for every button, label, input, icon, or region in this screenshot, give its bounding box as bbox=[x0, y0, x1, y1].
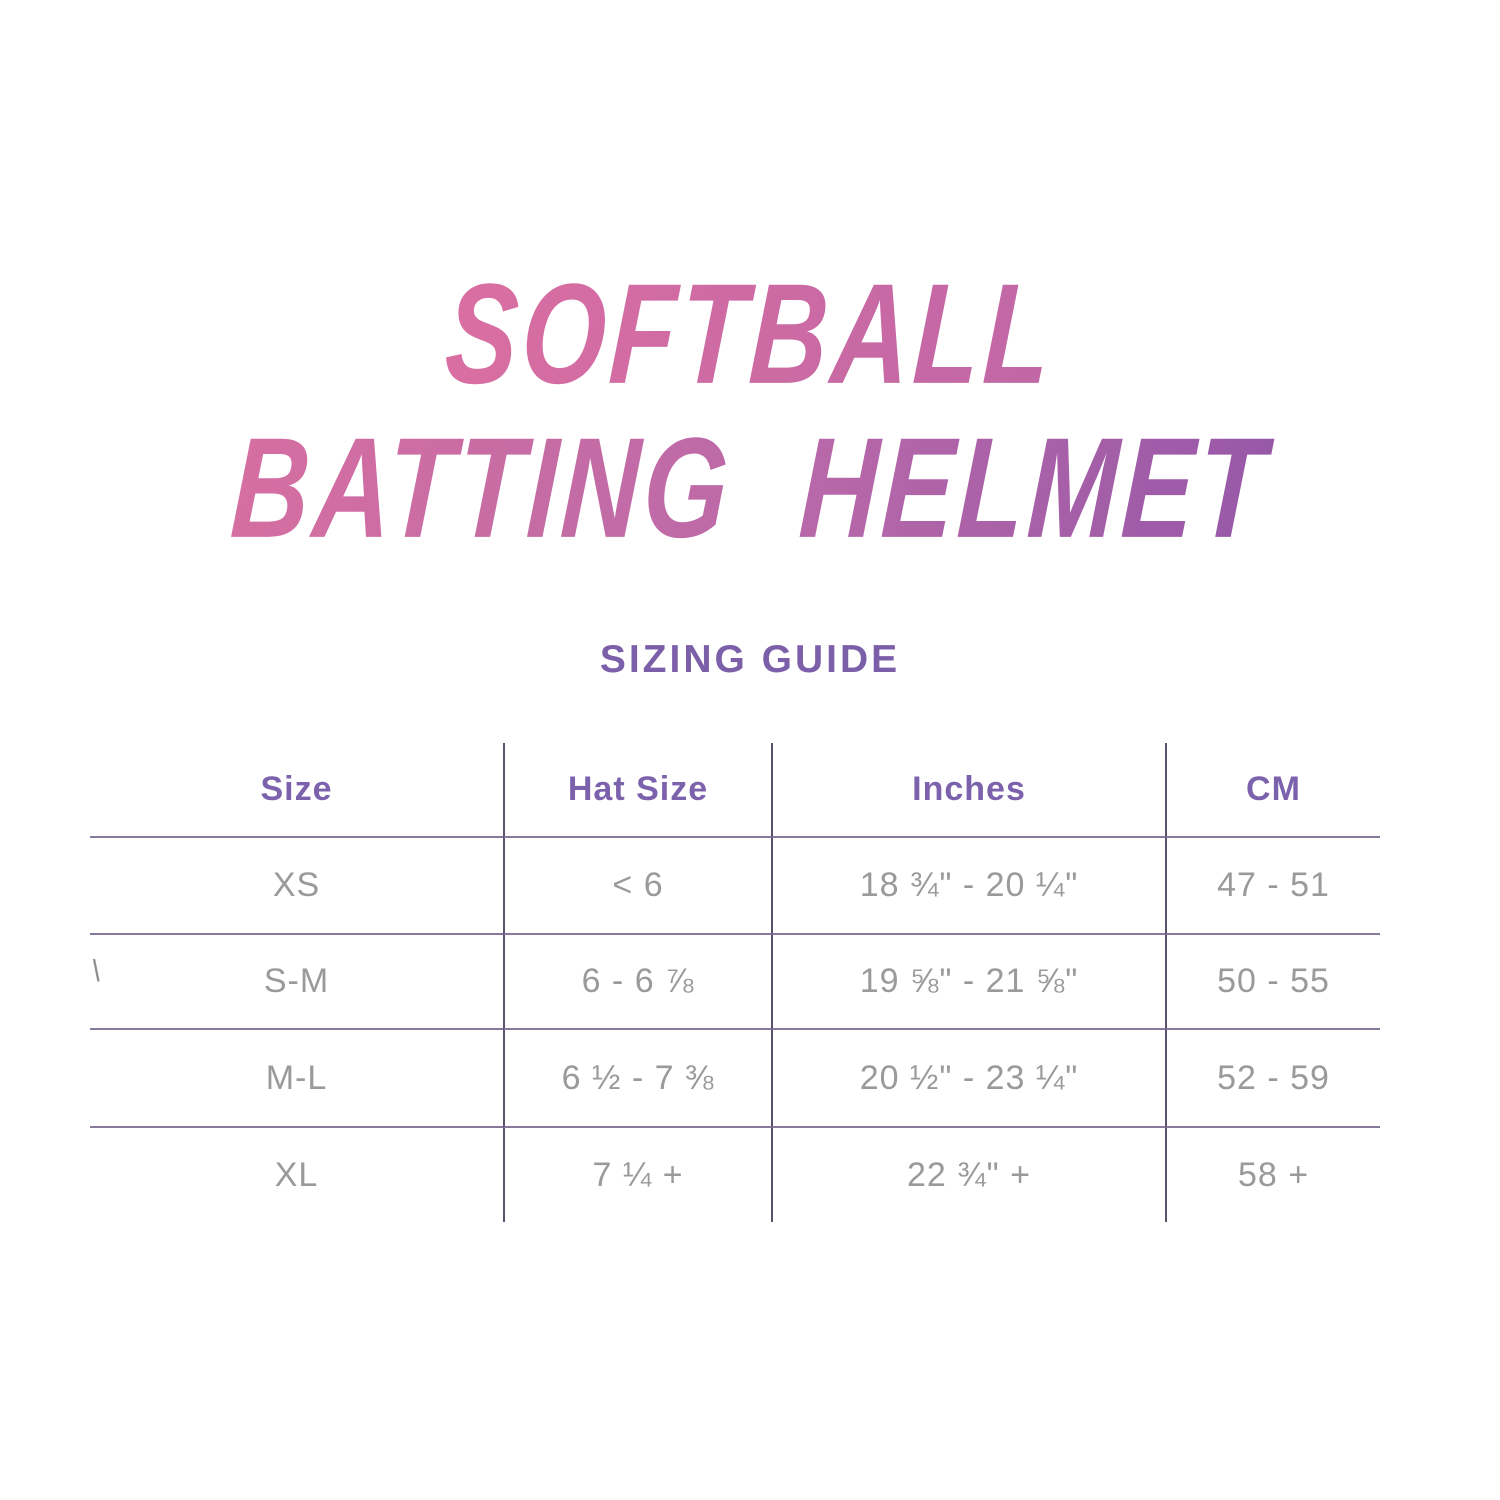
table-cell-cm: 52 - 59 bbox=[1165, 1030, 1380, 1128]
table-cell-hat-size: < 6 bbox=[503, 838, 771, 935]
table-cell-hat-size: 6 ½ - 7 ⅜ bbox=[503, 1030, 771, 1128]
table-cell-size: M-L bbox=[90, 1030, 503, 1128]
table-cell-hat-size: 6 - 6 ⅞ bbox=[503, 935, 771, 1030]
table-cell-size: XL bbox=[274, 1155, 319, 1194]
table-cell-inches: 19 ⅝" - 21 ⅝" bbox=[771, 935, 1165, 1030]
table-cell-hat-size: 7 ¼ + bbox=[503, 1128, 771, 1222]
page-title: SOFTBALL BATTING HELMET bbox=[0, 253, 1500, 567]
sizing-table: Size Hat Size Inches CM XS < 6 18 ¾" - 2… bbox=[90, 743, 1380, 1222]
table-cell-cm: 47 - 51 bbox=[1165, 838, 1380, 935]
header-cell-inches: Inches bbox=[771, 743, 1165, 838]
table-cell-cm: 50 - 55 bbox=[1165, 935, 1380, 1030]
header-cell-cm: CM bbox=[1165, 743, 1380, 838]
title-line-2: BATTING HELMET bbox=[0, 388, 1500, 589]
table-cell-inches: 22 ¾" + bbox=[771, 1128, 1165, 1222]
sizing-guide-heading: SIZING GUIDE bbox=[599, 638, 901, 681]
table-cell-size: S-M bbox=[90, 935, 503, 1030]
table-cell-inches: 20 ½" - 23 ¼" bbox=[771, 1030, 1165, 1128]
header-cell-size: Size bbox=[90, 743, 503, 838]
table-cell-size: XS bbox=[90, 838, 503, 935]
table-cell-inches: 18 ¾" - 20 ¼" bbox=[771, 838, 1165, 935]
table-cell-cm: 58 + bbox=[1165, 1128, 1380, 1222]
header-cell-hat-size: Hat Size bbox=[503, 743, 771, 838]
